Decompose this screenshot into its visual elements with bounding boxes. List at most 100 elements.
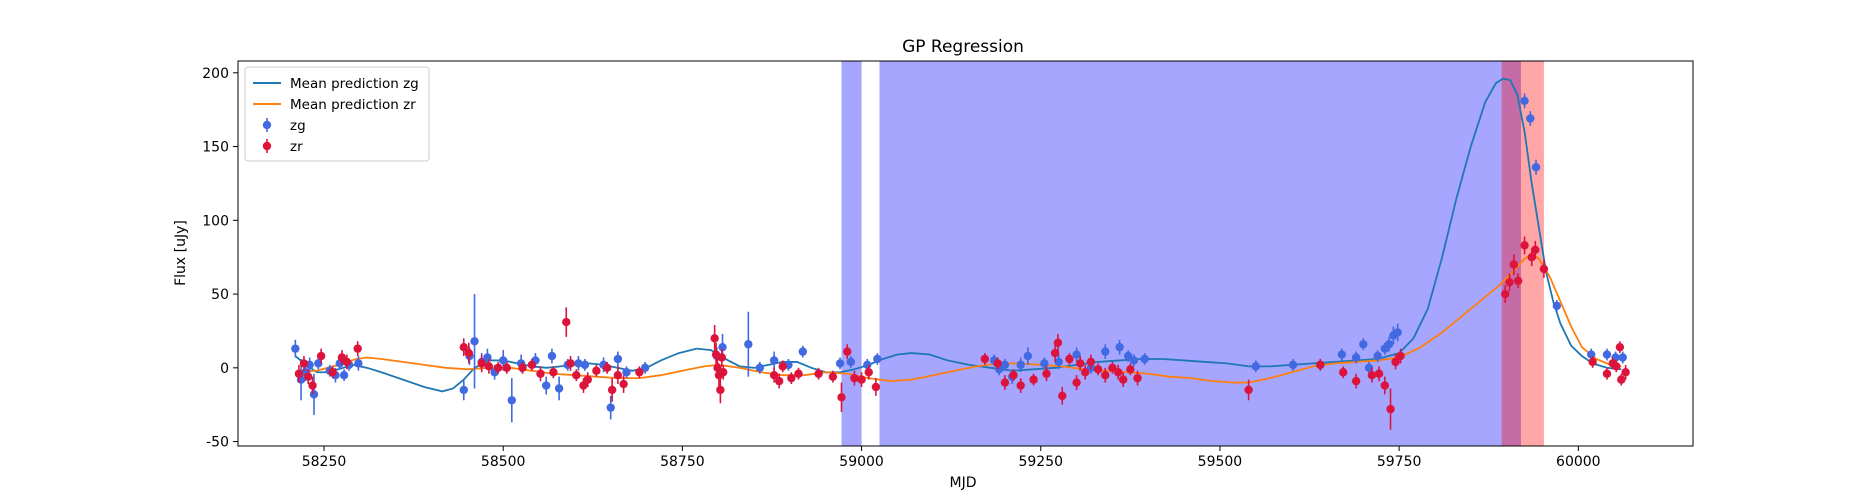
- legend-box: [244, 66, 430, 162]
- data-point: [1115, 342, 1124, 352]
- data-point: [1118, 375, 1128, 384]
- data-point: [1108, 363, 1117, 373]
- data-point: [798, 347, 807, 356]
- data-point: [606, 403, 615, 412]
- data-point: [778, 362, 787, 371]
- data-point: [354, 359, 363, 368]
- data-point: [1040, 359, 1049, 368]
- y-tick-label: 100: [202, 213, 229, 229]
- data-point: [527, 360, 537, 370]
- data-point: [613, 370, 623, 380]
- data-point: [993, 359, 1002, 368]
- data-point: [716, 385, 725, 395]
- shaded-region-1: [879, 61, 1521, 446]
- x-tick-label: 59250: [1018, 454, 1063, 470]
- data-point: [1380, 381, 1389, 390]
- x-tick-label: 58500: [481, 454, 526, 470]
- data-point: [1602, 350, 1612, 359]
- data-point: [1539, 264, 1549, 274]
- data-point: [1531, 163, 1541, 172]
- data-point: [814, 369, 823, 378]
- data-point: [1527, 252, 1536, 262]
- data-point: [1587, 350, 1596, 359]
- data-point: [1023, 351, 1033, 361]
- data-point: [566, 359, 575, 368]
- data-point: [459, 385, 468, 395]
- data-point: [353, 344, 362, 353]
- data-point: [718, 342, 727, 352]
- data-point: [871, 382, 881, 392]
- data-point: [787, 373, 796, 383]
- data-point: [1396, 351, 1405, 361]
- data-point: [1058, 391, 1067, 401]
- data-point: [850, 373, 859, 383]
- data-point: [1520, 96, 1529, 106]
- data-point: [1140, 354, 1149, 364]
- data-point: [1086, 357, 1096, 367]
- data-point: [1133, 373, 1142, 383]
- data-point: [477, 359, 486, 368]
- data-point: [1080, 368, 1090, 377]
- data-point: [542, 381, 551, 390]
- series-zr: [294, 236, 1630, 430]
- legend-label: zr: [290, 139, 303, 155]
- data-point: [843, 347, 852, 356]
- y-tick-label: -50: [206, 435, 229, 451]
- data-point: [769, 356, 779, 365]
- data-point: [580, 360, 590, 370]
- x-tick-label: 58750: [660, 454, 705, 470]
- data-point: [316, 351, 326, 361]
- data-point: [774, 376, 784, 386]
- data-point: [1526, 114, 1535, 123]
- data-point: [309, 390, 319, 399]
- data-point: [1072, 350, 1081, 359]
- data-point: [873, 354, 882, 364]
- data-point: [1359, 340, 1368, 349]
- data-point: [755, 363, 764, 373]
- data-point: [635, 368, 644, 377]
- data-point: [579, 381, 588, 390]
- legend-point-swatch: [262, 141, 272, 151]
- data-point: [613, 354, 623, 364]
- data-point: [1513, 276, 1523, 285]
- data-point: [828, 372, 838, 381]
- data-point: [1129, 356, 1139, 365]
- chart-title: GP Regression: [902, 37, 1024, 57]
- plot-area: 58250 58500 58750 59000 59250 59500 59750 60000…: [202, 60, 1694, 470]
- data-point: [1612, 362, 1621, 371]
- data-point: [622, 368, 631, 377]
- data-point: [498, 356, 508, 365]
- data-point: [1509, 260, 1519, 269]
- data-point: [1113, 368, 1123, 377]
- plot-inner: [291, 61, 1630, 446]
- data-point: [1373, 351, 1382, 361]
- data-point: [464, 348, 473, 358]
- data-point: [294, 369, 304, 378]
- data-point: [299, 359, 309, 368]
- data-point: [1075, 359, 1085, 368]
- data-point: [607, 385, 617, 395]
- data-point: [1053, 338, 1063, 347]
- x-tick-label: 59750: [1377, 454, 1422, 470]
- data-point: [583, 375, 592, 384]
- data-point: [518, 363, 527, 373]
- data-point: [592, 366, 601, 375]
- data-point: [1101, 370, 1110, 380]
- data-point: [1351, 376, 1361, 386]
- data-point: [794, 369, 803, 378]
- mean-line-0: [294, 77, 1622, 393]
- data-point: [1617, 375, 1626, 384]
- y-axis-label: Flux [uJy]: [173, 220, 189, 286]
- data-point: [1588, 357, 1597, 367]
- data-point: [1374, 369, 1384, 378]
- x-tick-label: 58250: [302, 454, 347, 470]
- y-tick-label: 50: [211, 287, 229, 303]
- data-point: [562, 317, 571, 327]
- data-point: [1386, 404, 1395, 414]
- y-tick-label: 200: [202, 66, 229, 82]
- data-point: [1316, 360, 1325, 370]
- data-point: [1393, 328, 1402, 337]
- data-point: [1367, 370, 1377, 380]
- data-point: [342, 357, 352, 367]
